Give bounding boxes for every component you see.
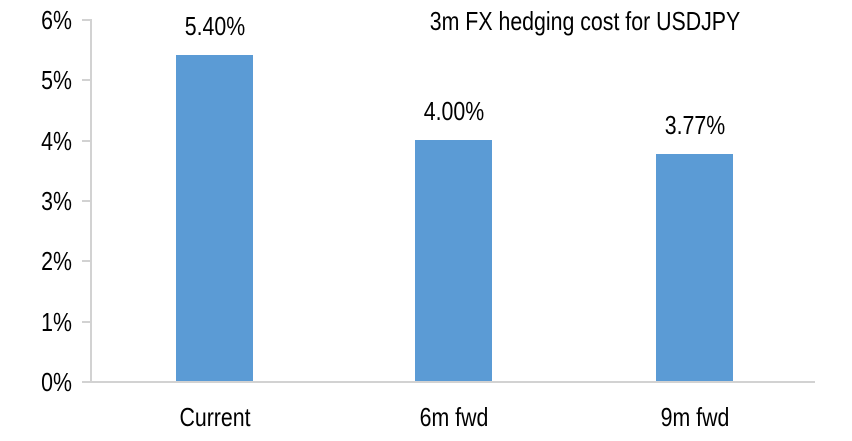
y-tick-mark xyxy=(82,381,91,383)
bar-6m-fwd xyxy=(415,140,492,381)
y-tick-mark xyxy=(82,200,91,202)
y-axis-line xyxy=(90,19,92,383)
chart-title: 3m FX hedging cost for USDJPY xyxy=(429,6,741,36)
category-label: Current xyxy=(178,402,251,432)
y-tick-label: 0% xyxy=(41,367,72,397)
y-tick-mark xyxy=(82,19,91,22)
bar-9m-fwd xyxy=(656,154,733,381)
y-tick-mark xyxy=(82,139,91,142)
y-tick-label: 4% xyxy=(41,125,72,156)
bar-current xyxy=(176,55,253,381)
y-tick-mark xyxy=(82,320,91,323)
y-tick-mark xyxy=(82,79,91,82)
y-tick-label: 6% xyxy=(41,5,72,36)
y-tick-mark xyxy=(82,260,91,263)
y-tick-label: 1% xyxy=(41,306,72,337)
data-label: 4.00% xyxy=(423,96,484,126)
y-tick-label: 2% xyxy=(41,246,72,277)
y-tick-label: 3% xyxy=(41,186,72,216)
category-label: 6m fwd xyxy=(419,402,488,432)
y-tick-label: 5% xyxy=(41,65,72,96)
category-label: 9m fwd xyxy=(660,402,729,432)
x-axis-line xyxy=(82,381,815,383)
data-label: 5.40% xyxy=(184,11,245,41)
data-label: 3.77% xyxy=(664,110,725,140)
